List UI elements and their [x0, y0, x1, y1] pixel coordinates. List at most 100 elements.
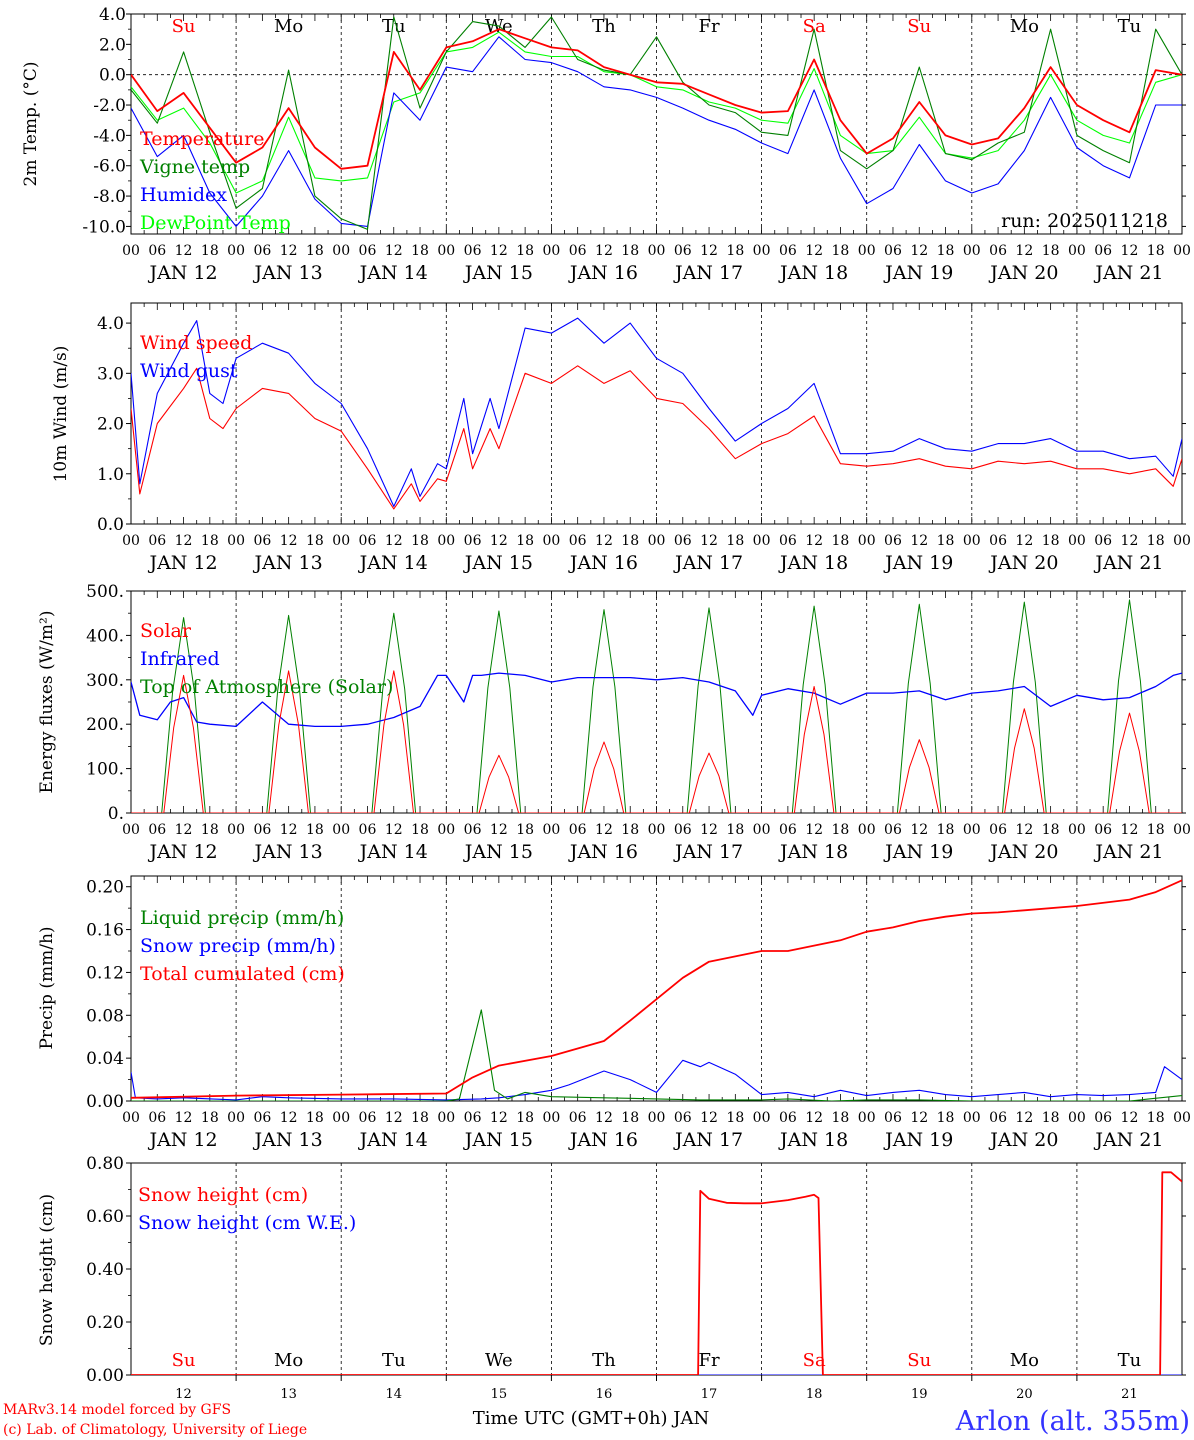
- series-line-wind-speed: [131, 365, 1182, 510]
- hour-label: 12: [1015, 822, 1033, 838]
- hour-label: 06: [148, 1110, 166, 1126]
- day-number: 18: [806, 1387, 823, 1402]
- hour-label: 18: [937, 533, 955, 549]
- date-label: JAN 18: [778, 1129, 848, 1151]
- hour-label: 06: [779, 533, 797, 549]
- legend-entry: Snow precip (mm/h): [140, 935, 336, 957]
- hour-label: 18: [411, 533, 429, 549]
- weekday-label: Tu: [1118, 16, 1142, 37]
- hour-label: 18: [832, 1110, 850, 1126]
- y-tick-label: 3.0: [97, 364, 124, 384]
- legend-entry: Total cumulated (cm): [140, 963, 345, 985]
- hour-label: 12: [490, 243, 508, 259]
- day-number: 13: [280, 1387, 297, 1402]
- hour-label: 06: [464, 243, 482, 259]
- date-label: JAN 13: [253, 552, 323, 574]
- weekday-label: Su: [907, 16, 931, 37]
- hour-label: 06: [253, 822, 271, 838]
- hour-label: 06: [1094, 533, 1112, 549]
- hour-label: 00: [542, 533, 560, 549]
- hour-label: 18: [306, 243, 324, 259]
- y-tick-label: 0.08: [86, 1006, 124, 1026]
- hour-label: 06: [253, 533, 271, 549]
- day-number: 19: [911, 1387, 928, 1402]
- panel-4: 0.00 0.04 0.08 0.12 0.16 0.20 Precip (mm/h) 00 0…: [37, 875, 1191, 1151]
- hour-label: 18: [937, 1110, 955, 1126]
- hour-label: 18: [1147, 822, 1165, 838]
- hour-label: 06: [1094, 243, 1112, 259]
- hour-label: 00: [648, 533, 666, 549]
- y-axis-label: Snow height (cm): [37, 1194, 57, 1346]
- series-line-dewpoint-temp: [131, 31, 1182, 194]
- hour-label: 18: [516, 1110, 534, 1126]
- hour-label: 18: [621, 1110, 639, 1126]
- y-tick-label: 300.: [86, 671, 124, 691]
- hour-label: 06: [674, 243, 692, 259]
- hour-label: 06: [884, 533, 902, 549]
- series-line-top-of-atmosphere: [131, 599, 1182, 813]
- legend-entry: Infrared: [140, 648, 220, 670]
- panel-1: 4.0 2.0 0.0 -2.0 -4.0 -6.0 -8.0 -10.0 2m Temp. (…: [21, 5, 1191, 284]
- hour-label: 12: [700, 822, 718, 838]
- hour-label: 00: [437, 533, 455, 549]
- legend-entry: Wind gust: [140, 360, 238, 382]
- hour-label: 18: [201, 533, 219, 549]
- hour-label: 00: [1173, 822, 1191, 838]
- hour-label: 12: [385, 822, 403, 838]
- y-tick-label: -4.0: [93, 126, 126, 146]
- weekday-label: Mo: [274, 16, 303, 37]
- hour-label: 12: [385, 533, 403, 549]
- hour-label: 12: [175, 1110, 193, 1126]
- date-label: JAN 18: [778, 841, 848, 863]
- weekday-label: Tu: [382, 1350, 406, 1371]
- hour-label: 18: [726, 243, 744, 259]
- series-line-total-cumulated-cm-: [131, 879, 1182, 1099]
- panel-3: 0. 100. 200. 300. 400. 500. Energy fluxes (W/m…: [37, 582, 1191, 863]
- legend-entry: Solar: [140, 620, 192, 642]
- hour-label: 00: [227, 822, 245, 838]
- hour-label: 18: [1147, 243, 1165, 259]
- y-tick-label: 400.: [86, 626, 124, 646]
- y-tick-label: 0.0: [99, 66, 126, 86]
- hour-label: 12: [1121, 243, 1139, 259]
- series-line-snow-precip-mm-h-: [131, 1059, 1182, 1101]
- weekday-label: Th: [592, 16, 616, 37]
- hour-label: 00: [122, 243, 140, 259]
- hour-label: 00: [858, 243, 876, 259]
- hour-label: 18: [1147, 533, 1165, 549]
- hour-label: 06: [569, 822, 587, 838]
- legend-entry: Humidex: [140, 184, 227, 206]
- hour-label: 12: [1015, 1110, 1033, 1126]
- hour-label: 12: [805, 243, 823, 259]
- hour-label: 06: [569, 533, 587, 549]
- date-label: JAN 20: [988, 1129, 1058, 1151]
- y-tick-label: 0.20: [86, 878, 124, 898]
- y-tick-label: 0.00: [86, 1366, 124, 1386]
- hour-label: 00: [437, 1110, 455, 1126]
- y-tick-label: 2.0: [97, 415, 124, 435]
- weekday-label: Tu: [1118, 1350, 1142, 1371]
- hour-label: 18: [726, 1110, 744, 1126]
- date-label: JAN 19: [883, 552, 953, 574]
- hour-label: 06: [253, 1110, 271, 1126]
- hour-label: 18: [516, 243, 534, 259]
- y-tick-label: -6.0: [93, 157, 126, 177]
- weekday-label: Tu: [382, 16, 406, 37]
- hour-label: 06: [779, 1110, 797, 1126]
- hour-label: 06: [674, 533, 692, 549]
- weekday-label: Sa: [803, 1350, 826, 1371]
- hour-label: 06: [359, 822, 377, 838]
- date-label: JAN 12: [147, 1129, 217, 1151]
- series-line-snow-height-cm-: [131, 1171, 1182, 1375]
- hour-label: 12: [805, 1110, 823, 1126]
- hour-label: 18: [201, 822, 219, 838]
- hour-label: 12: [490, 533, 508, 549]
- hour-label: 00: [753, 822, 771, 838]
- legend-entry: Wind speed: [140, 332, 252, 354]
- hour-label: 12: [280, 822, 298, 838]
- legend-entry: Liquid precip (mm/h): [140, 907, 344, 929]
- hour-label: 12: [280, 1110, 298, 1126]
- y-tick-label: -8.0: [93, 187, 126, 207]
- y-tick-label: 0.40: [86, 1260, 124, 1280]
- y-tick-label: 0.12: [86, 963, 124, 983]
